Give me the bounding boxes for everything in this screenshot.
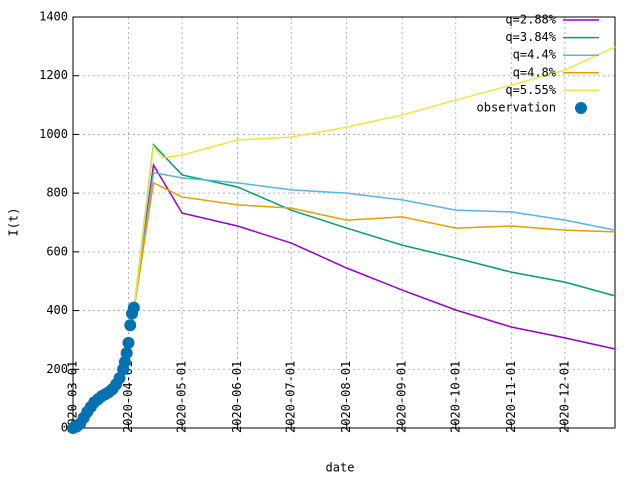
- observation-point: [120, 347, 133, 360]
- legend-label: observation: [477, 101, 556, 115]
- y-tick-label: 600: [46, 244, 68, 258]
- x-axis-label: date: [326, 461, 355, 475]
- series-line: [133, 143, 616, 311]
- legend-label: q=3.84%: [505, 30, 556, 44]
- x-tick-label: 2020-10-01: [448, 361, 462, 433]
- x-tick-label: 2020-08-01: [339, 361, 353, 433]
- x-tick-label: 2020-12-01: [557, 361, 571, 433]
- legend-label: q=4.8%: [513, 65, 557, 79]
- observation-point: [122, 336, 135, 349]
- series-line: [133, 162, 616, 350]
- y-tick-label: 1000: [39, 127, 68, 141]
- y-tick-label: 1200: [39, 68, 68, 82]
- plot-border: [72, 16, 616, 429]
- observation-point: [124, 319, 137, 332]
- series-line: [133, 46, 616, 311]
- x-tick-label: 2020-06-01: [230, 361, 244, 433]
- observation-point: [127, 301, 140, 314]
- y-axis-label: I(t): [7, 208, 21, 237]
- x-tick-label: 2020-11-01: [504, 361, 518, 433]
- y-tick-label: 400: [46, 303, 68, 317]
- legend-label: q=4.4%: [513, 48, 557, 62]
- x-tick-label: 2020-05-01: [175, 361, 189, 433]
- y-tick-label: 800: [46, 186, 68, 200]
- y-tick-label: 0: [61, 421, 68, 435]
- legend-label: q=2.88%: [505, 13, 556, 27]
- x-tick-label: 2020-09-01: [395, 361, 409, 433]
- y-tick-label: 1400: [39, 10, 68, 24]
- series-line: [133, 171, 616, 311]
- y-tick-label: 200: [46, 362, 68, 376]
- x-tick-label: 2020-07-01: [284, 361, 298, 433]
- series-line: [133, 181, 616, 311]
- legend-label: q=5.55%: [505, 83, 556, 97]
- legend-marker: [575, 102, 587, 114]
